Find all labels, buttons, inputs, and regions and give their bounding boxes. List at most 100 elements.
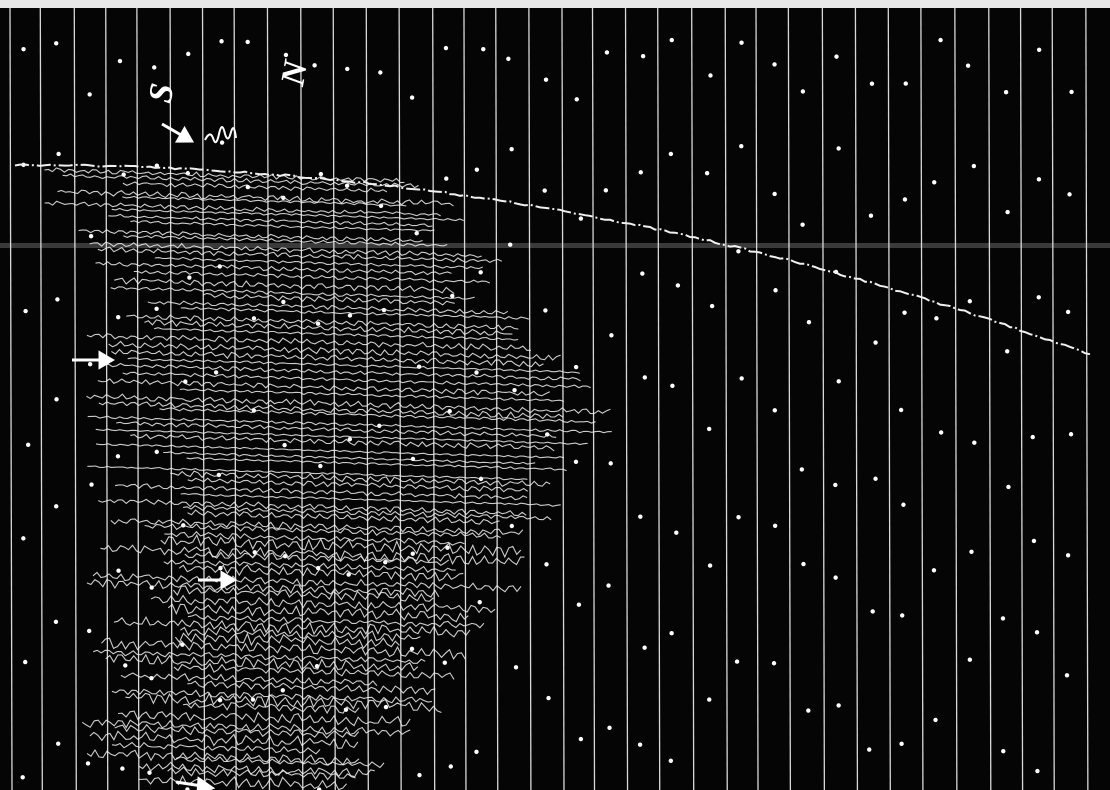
dot [972, 441, 976, 445]
dot [932, 568, 936, 572]
dot [54, 397, 58, 401]
dot [710, 304, 714, 308]
dot [1066, 310, 1070, 314]
dot [20, 775, 24, 779]
dot [670, 384, 674, 388]
dot [475, 167, 479, 171]
dot [1031, 435, 1035, 439]
dot [281, 300, 285, 304]
dot [801, 562, 805, 566]
dot [56, 741, 60, 745]
dot [116, 315, 120, 319]
dot [801, 89, 805, 93]
dot [378, 70, 382, 74]
dot [444, 176, 448, 180]
dot [607, 726, 611, 730]
dot [282, 443, 286, 447]
dot [773, 288, 777, 292]
dot [245, 40, 249, 44]
dot [384, 705, 388, 709]
dot [220, 140, 224, 144]
dot [478, 600, 482, 604]
dot [478, 270, 482, 274]
dot [508, 243, 512, 247]
dot [870, 81, 874, 85]
dot [120, 766, 124, 770]
dot [800, 467, 804, 471]
dot [806, 708, 810, 712]
dot [89, 234, 93, 238]
dot [736, 515, 740, 519]
dot [88, 362, 92, 366]
dot [579, 216, 583, 220]
dot [870, 609, 874, 613]
dot [510, 524, 514, 528]
dot [642, 646, 646, 650]
dot [1065, 673, 1069, 677]
seismogram-record: S N [0, 0, 1110, 790]
dot [873, 340, 877, 344]
dot [604, 188, 608, 192]
dot [54, 620, 58, 624]
dot [903, 197, 907, 201]
dot [544, 78, 548, 82]
fold-band [0, 243, 1110, 248]
dot [736, 249, 740, 253]
dot [55, 297, 59, 301]
dot [902, 310, 906, 314]
dot [772, 661, 776, 665]
dot [609, 461, 613, 465]
dot [474, 370, 478, 374]
dot [669, 152, 673, 156]
dot [932, 180, 936, 184]
dot [837, 379, 841, 383]
dot [474, 750, 478, 754]
dot [186, 52, 190, 56]
dot [147, 771, 151, 775]
dot [1069, 432, 1073, 436]
dot [1001, 616, 1005, 620]
dot [873, 477, 877, 481]
dot [1005, 210, 1009, 214]
dot [773, 408, 777, 412]
dot [579, 737, 583, 741]
dot [773, 524, 777, 528]
background [0, 0, 1110, 790]
dot [772, 62, 776, 66]
dot [1005, 349, 1009, 353]
dot [1001, 749, 1005, 753]
dot [969, 550, 973, 554]
dot [800, 222, 804, 226]
dot [933, 718, 937, 722]
dot [676, 283, 680, 287]
dot [639, 170, 643, 174]
dot [707, 697, 711, 701]
dot [1066, 553, 1070, 557]
dot [86, 761, 90, 765]
dot [899, 408, 903, 412]
dot [707, 427, 711, 431]
dot [1037, 295, 1041, 299]
dot [1037, 177, 1041, 181]
dot [669, 631, 673, 635]
dot [772, 192, 776, 196]
dot [708, 563, 712, 567]
dot [606, 583, 610, 587]
dot [609, 333, 613, 337]
dot [674, 531, 678, 535]
dot [54, 41, 58, 45]
dot [641, 54, 645, 58]
dot [939, 430, 943, 434]
dot [411, 552, 415, 556]
dot [318, 464, 322, 468]
dot [410, 647, 414, 651]
dot [670, 38, 674, 42]
dot [56, 152, 60, 156]
dot [605, 50, 609, 54]
dot [901, 503, 905, 507]
dot [640, 271, 644, 275]
page: S N (() => { const data = JSON.parse(doc… [0, 0, 1110, 790]
dot [154, 307, 158, 311]
dot [1006, 485, 1010, 489]
dot [89, 482, 93, 486]
